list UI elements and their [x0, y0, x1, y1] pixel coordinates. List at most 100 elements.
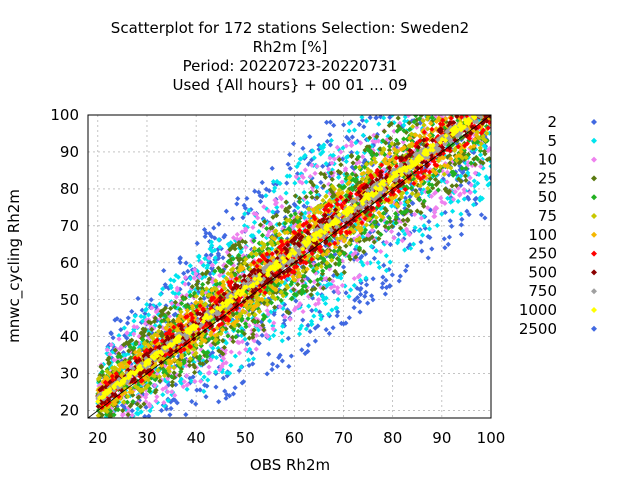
data-point: [125, 315, 131, 321]
data-point: [408, 245, 414, 251]
data-point: [462, 173, 469, 179]
data-point: [312, 286, 318, 292]
data-point: [238, 332, 245, 339]
data-point: [279, 338, 285, 344]
data-point: [137, 404, 144, 410]
data-point: [189, 398, 195, 405]
data-point: [320, 297, 327, 303]
data-point: [301, 195, 308, 202]
data-point: [300, 317, 306, 323]
data-point: [292, 305, 299, 311]
data-point: [185, 268, 191, 274]
data-point: [428, 193, 435, 199]
data-point: [255, 215, 261, 221]
data-point: [226, 393, 233, 399]
data-point: [122, 332, 128, 339]
data-point: [376, 236, 382, 242]
data-point: [294, 163, 300, 170]
data-point: [100, 372, 106, 379]
data-point: [197, 370, 203, 376]
data-point: [208, 239, 215, 245]
data-point: [122, 357, 128, 364]
data-point: [252, 188, 258, 194]
data-point: [350, 160, 356, 166]
data-point: [331, 283, 337, 289]
data-point: [192, 267, 198, 273]
data-point: [334, 313, 340, 319]
data-point: [195, 271, 201, 277]
data-point: [287, 165, 293, 172]
data-point: [135, 295, 141, 302]
data-point: [205, 262, 211, 269]
data-point: [370, 276, 376, 282]
data-point: [288, 353, 294, 359]
data-point: [149, 326, 155, 332]
data-point: [456, 192, 463, 198]
data-point: [433, 205, 439, 211]
data-point: [154, 371, 160, 377]
data-point: [220, 355, 227, 362]
data-point: [414, 121, 420, 127]
data-point: [362, 293, 368, 299]
data-point: [358, 179, 364, 185]
data-point: [385, 153, 391, 159]
data-point: [314, 291, 321, 297]
data-point: [235, 308, 242, 314]
data-point: [424, 176, 431, 182]
data-point: [264, 220, 270, 226]
data-point: [333, 305, 339, 311]
data-point: [308, 179, 314, 185]
data-point: [194, 240, 200, 246]
data-point: [264, 206, 270, 212]
data-point: [402, 195, 409, 201]
data-point: [361, 217, 367, 223]
data-point: [232, 246, 238, 252]
data-point: [276, 221, 283, 227]
data-point: [248, 350, 255, 356]
data-point: [352, 297, 358, 303]
data-point: [269, 165, 275, 171]
data-point: [409, 211, 415, 218]
data-point: [362, 251, 369, 257]
title-line-1: Scatterplot for 172 stations Selection: …: [111, 19, 469, 37]
data-point: [372, 139, 379, 145]
data-point: [449, 208, 456, 214]
data-point: [357, 299, 363, 305]
data-point: [432, 209, 438, 215]
data-point: [190, 374, 196, 380]
data-point: [397, 225, 404, 231]
data-point: [302, 280, 308, 287]
data-point: [477, 194, 484, 201]
data-point: [157, 291, 164, 297]
data-point: [165, 375, 171, 382]
data-point: [465, 173, 471, 179]
data-point: [285, 209, 291, 215]
data-point: [146, 401, 152, 407]
data-point: [213, 384, 219, 390]
data-point: [413, 188, 419, 194]
data-point: [438, 178, 444, 184]
data-point: [359, 173, 366, 179]
data-point: [406, 120, 412, 126]
data-point: [256, 299, 262, 305]
data-point: [338, 218, 345, 224]
data-point: [367, 115, 373, 121]
data-point: [202, 233, 208, 240]
data-point: [319, 271, 326, 277]
data-point: [238, 364, 244, 370]
data-point: [174, 400, 180, 406]
data-point: [335, 285, 341, 291]
data-point: [383, 267, 390, 274]
data-point: [251, 338, 257, 344]
data-point: [389, 115, 396, 118]
data-point: [296, 195, 303, 201]
data-point: [318, 285, 324, 291]
data-point: [301, 189, 307, 196]
data-point: [327, 190, 333, 196]
data-point: [304, 248, 310, 254]
data-point: [472, 196, 478, 202]
data-point: [197, 387, 203, 393]
data-point: [190, 362, 197, 368]
data-point: [146, 413, 152, 418]
data-point: [108, 405, 114, 412]
